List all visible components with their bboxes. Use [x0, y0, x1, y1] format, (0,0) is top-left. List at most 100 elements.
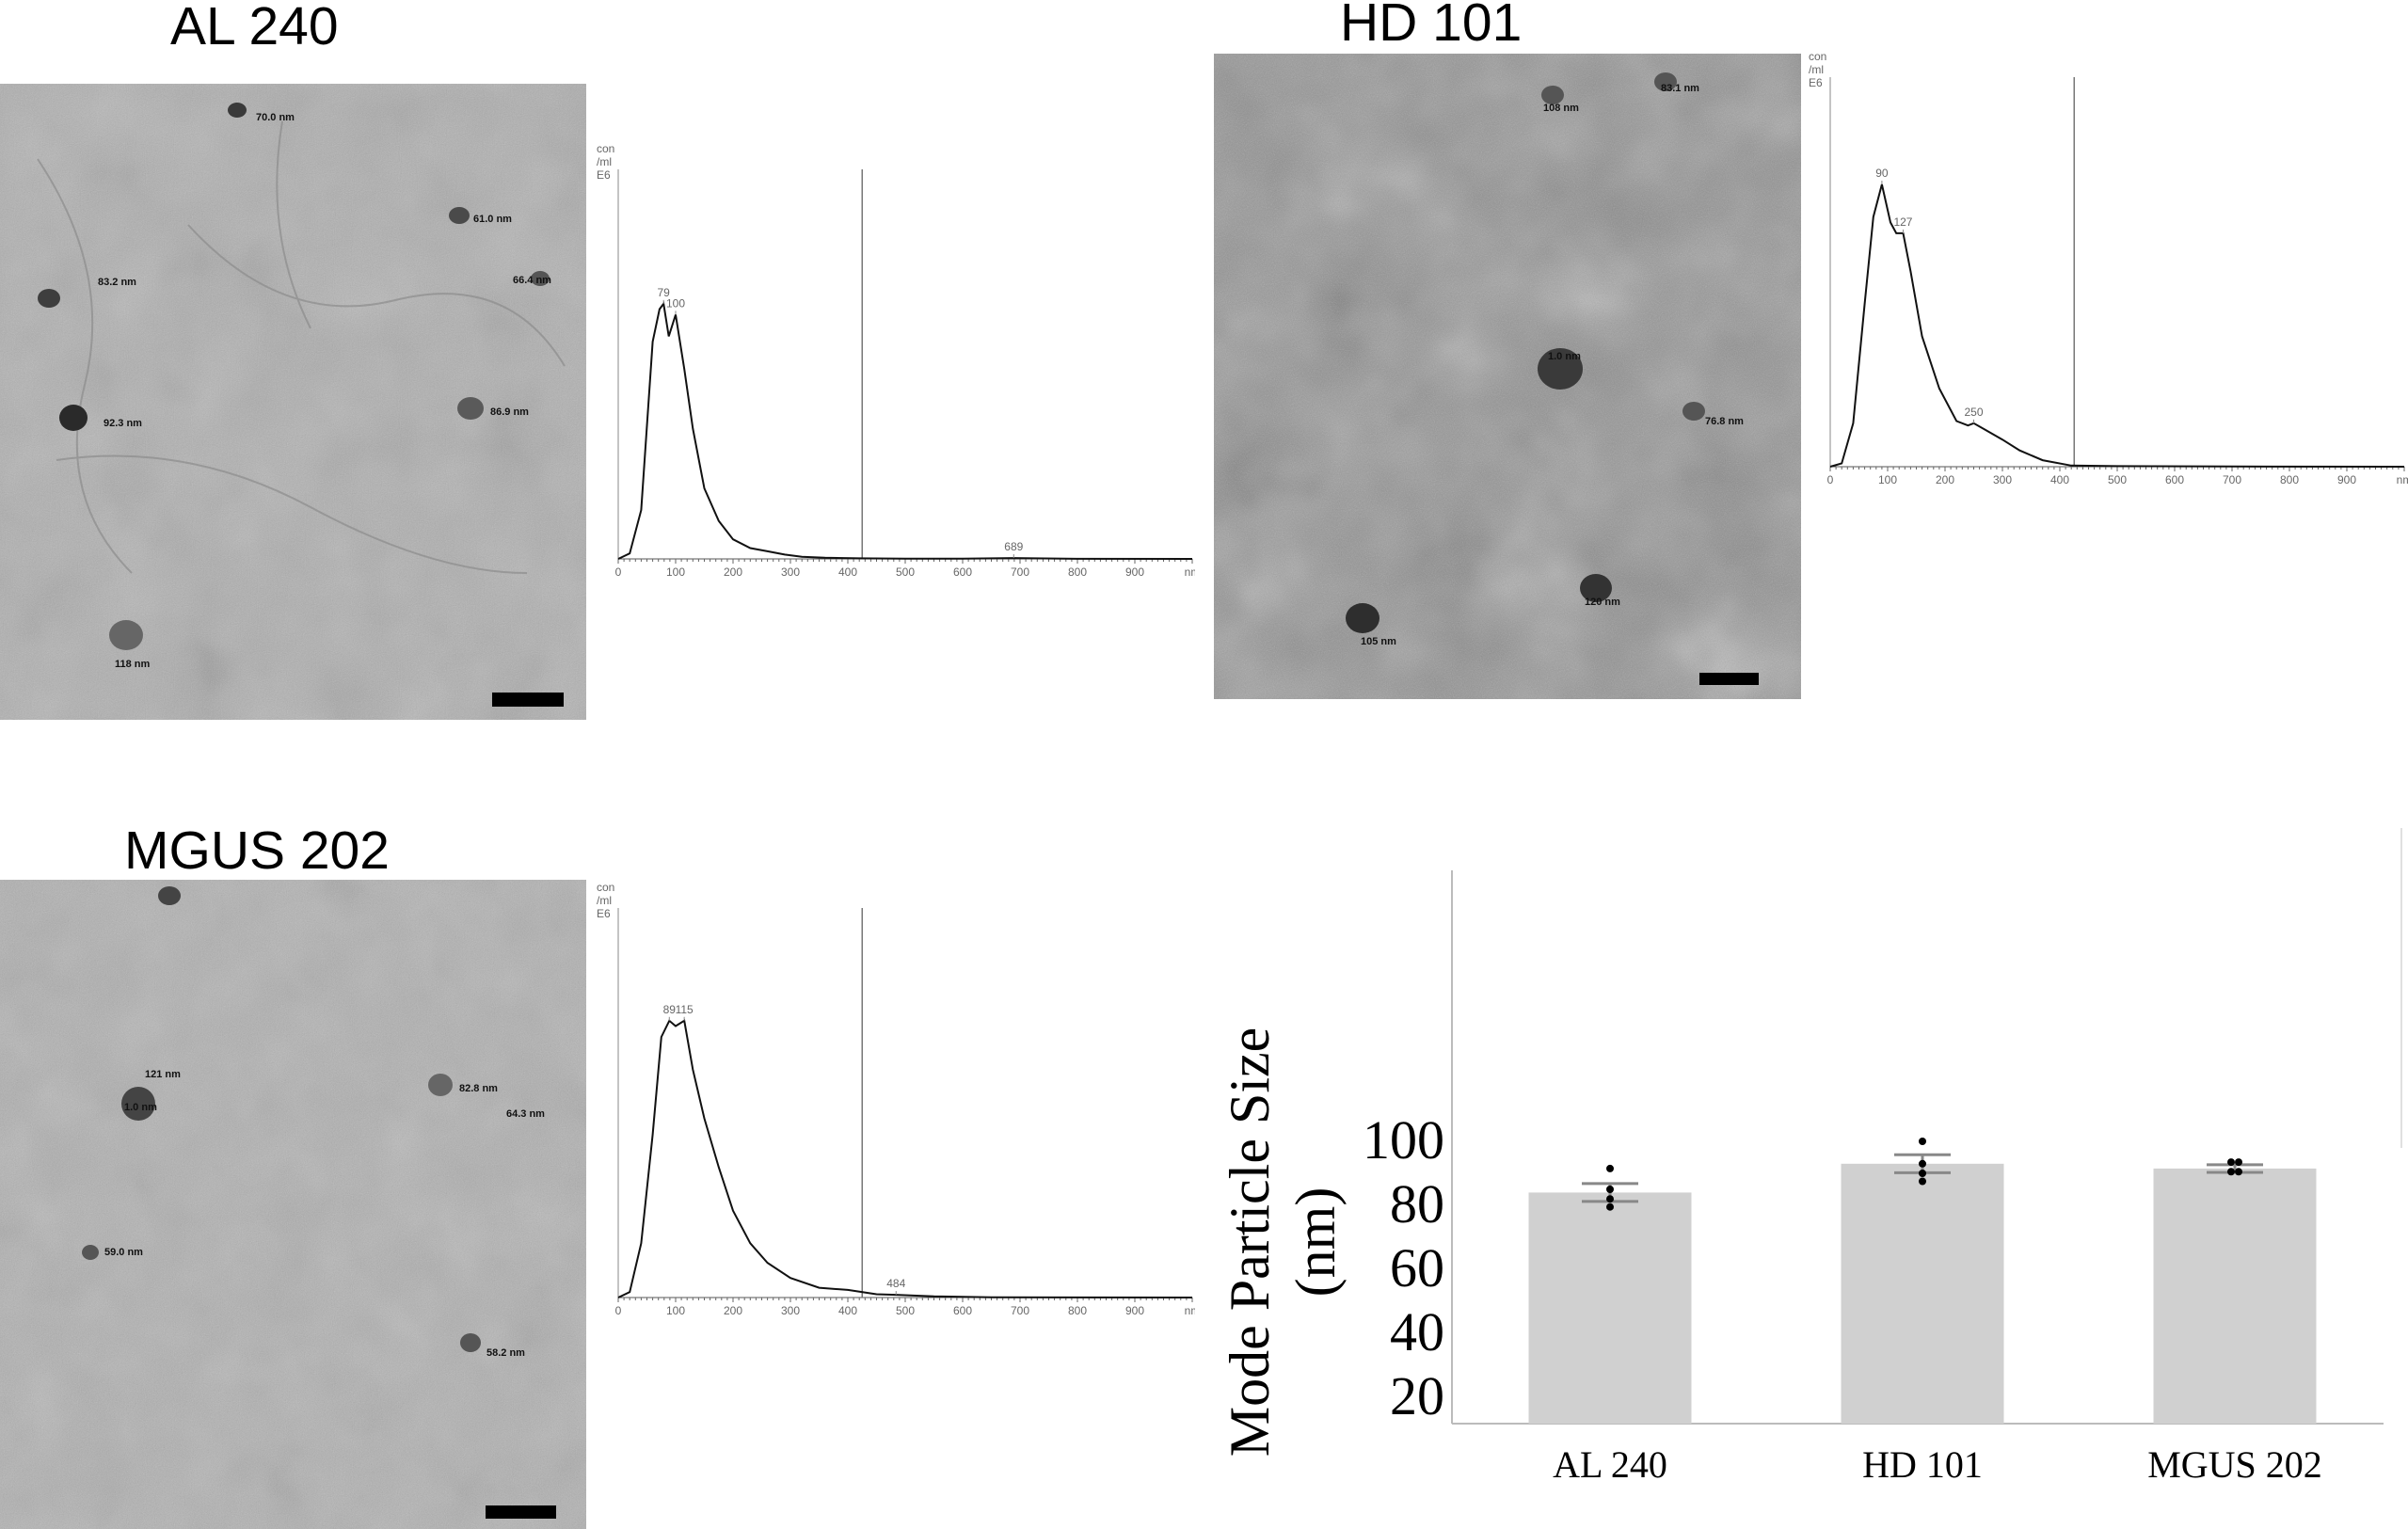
nta-x-tick-label: 300 — [781, 565, 800, 579]
data-point — [1606, 1186, 1614, 1193]
nta-x-tick-label: 0 — [615, 565, 622, 579]
tem-image-al240: 70.0 nm 61.0 nm 83.2 nm 66.4 nm 92.3 nm … — [0, 84, 586, 720]
nta-x-tick-label: 700 — [2223, 473, 2241, 486]
nta-peak-label: 250 — [1964, 406, 1983, 419]
bar-y-axis-label: Mode Particle Size(nm) — [1219, 1027, 1347, 1457]
nta-x-tick-label: 500 — [896, 565, 915, 579]
nta-size-distribution-line — [1829, 183, 2405, 468]
nta-x-tick-label: 800 — [1068, 1304, 1087, 1317]
nta-ylabel-line: con — [597, 142, 614, 155]
nta-ylabel-line: /ml — [1809, 63, 1824, 76]
nta-ylabel-line: E6 — [597, 907, 611, 920]
svg-text:59.0 nm: 59.0 nm — [104, 1247, 143, 1258]
nta-peak-label: 100 — [666, 296, 685, 310]
nta-x-tick-label: 600 — [2165, 473, 2184, 486]
bar-y-tick-label: 40 — [1390, 1301, 1444, 1362]
nta-ylabel-line: /ml — [597, 894, 612, 907]
bar-y-tick-label: 20 — [1390, 1365, 1444, 1426]
data-point — [2235, 1158, 2242, 1167]
data-point — [1919, 1138, 1926, 1145]
panel-title-al240: AL 240 — [170, 0, 339, 56]
svg-text:86.9 nm: 86.9 nm — [490, 406, 529, 418]
panel-title-mgus202: MGUS 202 — [124, 820, 390, 881]
svg-text:92.3 nm: 92.3 nm — [104, 418, 142, 429]
svg-text:82.8 nm: 82.8 nm — [459, 1083, 498, 1094]
particle-markers — [82, 886, 481, 1352]
nta-x-tick-label: 0 — [615, 1304, 622, 1317]
nta-ylabel-line: E6 — [1809, 76, 1823, 89]
nta-x-tick-label: 600 — [953, 1304, 972, 1317]
nta-x-tick-label: 900 — [1125, 1304, 1144, 1317]
nta-x-tick-label: 100 — [666, 1304, 685, 1317]
particle-labels: 108 nm 83.1 nm 1.0 nm 76.8 nm 120 nm 105… — [1361, 83, 1744, 647]
data-point — [1919, 1170, 1926, 1177]
bar-hd-101 — [1841, 1163, 2004, 1424]
svg-text:76.8 nm: 76.8 nm — [1705, 416, 1744, 427]
svg-text:64.3 nm: 64.3 nm — [506, 1108, 545, 1120]
scale-bar — [492, 693, 564, 707]
nta-x-tick-label: 800 — [2280, 473, 2299, 486]
nta-x-tick-label: 800 — [1068, 565, 1087, 579]
nta-x-tick-label: 200 — [724, 565, 742, 579]
scale-bar — [486, 1505, 556, 1519]
svg-text:120 nm: 120 nm — [1585, 597, 1620, 608]
tem-image-hd101-canvas: 108 nm 83.1 nm 1.0 nm 76.8 nm 120 nm 105… — [1214, 54, 1801, 699]
nta-x-tick-label: 200 — [1936, 473, 1954, 486]
nta-x-tick-label: 100 — [1878, 473, 1897, 486]
bar-y-tick-label: 80 — [1390, 1173, 1444, 1234]
nta-x-tick-label: 900 — [2337, 473, 2356, 486]
nta-ylabel-line: /ml — [597, 155, 612, 168]
nta-x-tick-label: 0 — [1827, 473, 1834, 486]
particle-labels: 70.0 nm 61.0 nm 83.2 nm 66.4 nm 92.3 nm … — [98, 112, 551, 670]
nta-x-tick-label: 500 — [896, 1304, 915, 1317]
nta-peak-label: 79 — [658, 286, 671, 299]
nta-size-distribution-line — [617, 1019, 1193, 1298]
svg-text:118 nm: 118 nm — [115, 659, 151, 670]
nta-peak-label: 484 — [886, 1277, 905, 1290]
nta-x-tick-label: 400 — [2050, 473, 2069, 486]
nta-x-tick-label: 500 — [2108, 473, 2127, 486]
nta-size-distribution-line — [617, 301, 1193, 560]
data-point — [2235, 1168, 2242, 1176]
nta-x-tick-label: 300 — [1993, 473, 2012, 486]
tem-image-mgus202-canvas: 121 nm 1.0 nm 82.8 nm 64.3 nm 59.0 nm 58… — [0, 880, 586, 1529]
nta-ylabel-line: con — [1809, 50, 1826, 63]
bar-y-tick-label: 100 — [1363, 1109, 1444, 1171]
svg-text:58.2 nm: 58.2 nm — [486, 1347, 525, 1359]
nta-ylabel-line: con — [597, 881, 614, 894]
svg-text:83.1 nm: 83.1 nm — [1661, 83, 1699, 94]
tem-image-al240-canvas: 70.0 nm 61.0 nm 83.2 nm 66.4 nm 92.3 nm … — [0, 84, 586, 720]
tem-image-mgus202: 121 nm 1.0 nm 82.8 nm 64.3 nm 59.0 nm 58… — [0, 880, 586, 1529]
nta-peak-label: 689 — [1004, 540, 1023, 553]
svg-text:66.4 nm: 66.4 nm — [513, 275, 551, 286]
tem-image-hd101: 108 nm 83.1 nm 1.0 nm 76.8 nm 120 nm 105… — [1214, 54, 1801, 699]
nta-ylabel-line: E6 — [597, 168, 611, 182]
bar-x-tick-label: MGUS 202 — [2147, 1443, 2322, 1486]
nta-x-tick-label: nm — [1185, 1304, 1195, 1317]
svg-text:70.0 nm: 70.0 nm — [256, 112, 295, 123]
nta-peak-label: 127 — [1893, 215, 1912, 229]
svg-text:61.0 nm: 61.0 nm — [473, 214, 512, 225]
nta-x-tick-label: 700 — [1011, 565, 1029, 579]
svg-text:108 nm: 108 nm — [1543, 103, 1579, 114]
data-point — [1919, 1177, 1926, 1186]
bar-x-tick-label: HD 101 — [1862, 1443, 1983, 1486]
nta-x-tick-label: 700 — [1011, 1304, 1029, 1317]
svg-text:105 nm: 105 nm — [1361, 636, 1396, 647]
data-point — [2227, 1158, 2235, 1167]
nta-x-tick-label: nm — [1185, 565, 1195, 579]
data-point — [1606, 1202, 1614, 1211]
svg-text:83.2 nm: 83.2 nm — [98, 277, 136, 288]
scale-bar — [1699, 673, 1759, 685]
nta-peak-label: 115 — [676, 1003, 694, 1016]
particle-markers — [38, 103, 550, 650]
nta-x-tick-label: 900 — [1125, 565, 1144, 579]
nta-peak-label: 89 — [663, 1003, 677, 1016]
nta-x-tick-label: 100 — [666, 565, 685, 579]
bar-y-axis-label-line2: (nm) — [1284, 1187, 1347, 1298]
panel-title-hd101: HD 101 — [1340, 0, 1523, 53]
data-point — [2227, 1168, 2235, 1176]
